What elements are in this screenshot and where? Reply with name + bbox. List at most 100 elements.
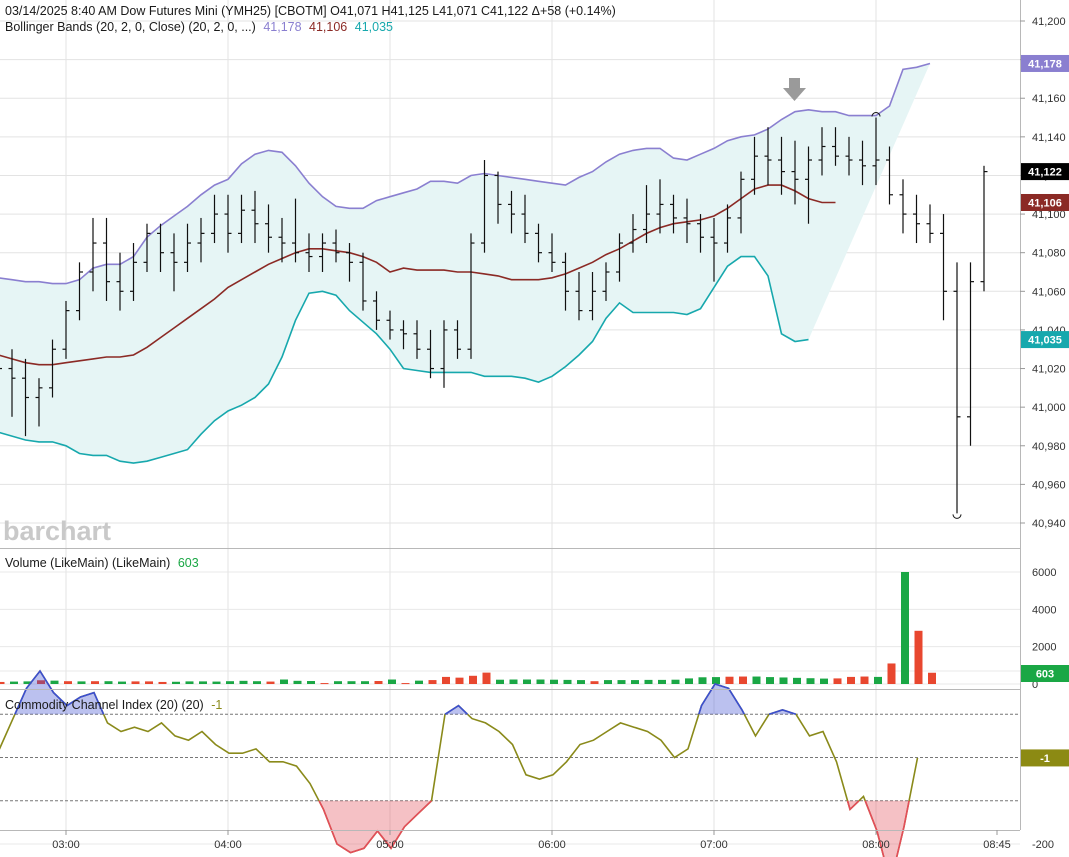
ohlc-bar bbox=[953, 262, 961, 514]
time-tick-label: 08:00 bbox=[862, 839, 890, 851]
ohlc-bar bbox=[305, 233, 313, 272]
price-tick-label: 41,060 bbox=[1032, 286, 1066, 298]
volume-bar bbox=[536, 679, 545, 684]
ohlc-bar bbox=[467, 233, 475, 359]
bollinger-legend-lower: 41,035 bbox=[355, 20, 393, 34]
volume-bar bbox=[482, 672, 491, 684]
cci-overbought-fill bbox=[698, 684, 745, 715]
ohlc-bar bbox=[859, 140, 866, 186]
ohlc-bar bbox=[211, 194, 218, 244]
ohlc-bar bbox=[535, 223, 542, 263]
volume-bar bbox=[131, 681, 140, 684]
cci-value: -1 bbox=[211, 698, 222, 712]
ohlc-bar bbox=[224, 194, 232, 253]
volume-bar bbox=[698, 677, 707, 684]
volume-bar bbox=[307, 681, 315, 684]
volume-bar bbox=[874, 676, 882, 684]
volume-bar bbox=[469, 675, 477, 684]
volume-bar bbox=[280, 679, 288, 684]
volume-bar bbox=[199, 681, 207, 684]
ohlc-bar bbox=[751, 136, 758, 195]
time-tick-label: 06:00 bbox=[538, 839, 566, 851]
time-tick-label: 05:00 bbox=[376, 839, 404, 851]
volume-bar bbox=[806, 678, 815, 684]
volume-bar bbox=[631, 680, 639, 684]
ohlc-bar bbox=[724, 204, 731, 253]
ohlc-bar bbox=[62, 300, 70, 359]
cci-overbought-line bbox=[768, 709, 797, 716]
watermark-logo: barchart bbox=[3, 516, 111, 546]
ohlc-bar bbox=[359, 252, 367, 311]
ohlc-bar bbox=[454, 320, 461, 359]
ohlc-bar bbox=[184, 223, 191, 272]
volume-bar bbox=[725, 676, 734, 684]
cci-overbought-line bbox=[444, 704, 469, 715]
volume-bar bbox=[752, 676, 761, 684]
cci-title: Commodity Channel Index (20) (20) bbox=[5, 698, 204, 712]
volume-bar bbox=[712, 677, 720, 684]
volume-bar bbox=[833, 678, 842, 684]
ohlc-bar bbox=[143, 223, 151, 272]
volume-bar bbox=[847, 676, 855, 684]
ohlc-bar bbox=[764, 127, 772, 186]
volume-bar bbox=[361, 681, 369, 684]
cci-tag bbox=[1021, 749, 1069, 767]
cci-overbought-line bbox=[698, 683, 746, 715]
ohlc-bar bbox=[737, 171, 745, 234]
cci-legend: Commodity Channel Index (20) (20) -1 bbox=[5, 698, 222, 712]
volume-bar bbox=[91, 681, 99, 684]
volume-bar bbox=[23, 681, 32, 684]
ohlc-bar bbox=[278, 217, 286, 263]
volume-bar bbox=[226, 681, 234, 684]
ohlc-bar bbox=[602, 262, 610, 301]
volume-bar bbox=[50, 680, 59, 684]
volume-title: Volume (LikeMain) (LikeMain) bbox=[5, 556, 170, 570]
volume-bar bbox=[509, 679, 518, 684]
ohlc-bar bbox=[643, 185, 650, 244]
volume-bar bbox=[793, 677, 801, 684]
ohlc-bar bbox=[899, 179, 907, 234]
volume-bar bbox=[901, 572, 909, 684]
price-tick-label: 41,080 bbox=[1032, 248, 1066, 260]
bollinger-upper-line bbox=[0, 62, 931, 285]
session-low-marker bbox=[952, 514, 962, 519]
volume-bar bbox=[185, 681, 194, 684]
volume-bar bbox=[739, 676, 747, 684]
ohlc-bar bbox=[157, 223, 164, 272]
ohlc-bar bbox=[346, 243, 353, 282]
bollinger-legend-label: Bollinger Bands (20, 2, 0, Close) (20, 2… bbox=[5, 20, 256, 34]
ohlc-bar bbox=[332, 229, 340, 263]
ohlc-bar bbox=[670, 194, 677, 234]
bb-upper-tag bbox=[1021, 54, 1069, 72]
ohlc-bar bbox=[251, 190, 259, 244]
volume-bar bbox=[37, 680, 45, 684]
symbol-ohlc-line: 03/14/2025 8:40 AM Dow Futures Mini (YMH… bbox=[5, 4, 616, 18]
bb-upper-tag-label: 41,178 bbox=[1028, 58, 1062, 70]
bollinger-legend: Bollinger Bands (20, 2, 0, Close) (20, 2… bbox=[5, 20, 393, 34]
ohlc-bar bbox=[116, 252, 124, 311]
ohlc-bar bbox=[8, 349, 16, 417]
ohlc-bar bbox=[575, 272, 583, 321]
volume-bar bbox=[145, 681, 153, 684]
ohlc-bar bbox=[805, 146, 812, 224]
price-tags: 41,178 41,122 41,106 41,035 603 -1 bbox=[1021, 54, 1069, 767]
cci-tick-label: -200 bbox=[1032, 839, 1054, 851]
volume-bar bbox=[604, 680, 612, 684]
volume-bar bbox=[779, 677, 788, 684]
volume-bar bbox=[685, 678, 693, 684]
ohlc-bar bbox=[913, 194, 920, 244]
ohlc-bar bbox=[170, 233, 178, 292]
volume-bars bbox=[0, 572, 936, 685]
ohlc-bar bbox=[818, 127, 826, 176]
volume-bar bbox=[671, 679, 680, 684]
volume-bar bbox=[253, 681, 261, 684]
ohlc-bar bbox=[400, 320, 407, 350]
volume-bar bbox=[347, 681, 356, 684]
volume-bar bbox=[428, 680, 437, 684]
volume-bar bbox=[266, 681, 275, 684]
volume-bar bbox=[212, 681, 221, 684]
ohlc-bar bbox=[616, 233, 623, 282]
bb-lower-tag-label: 41,035 bbox=[1028, 335, 1062, 347]
volume-bar bbox=[644, 679, 653, 684]
ohlc-bar bbox=[683, 198, 691, 244]
